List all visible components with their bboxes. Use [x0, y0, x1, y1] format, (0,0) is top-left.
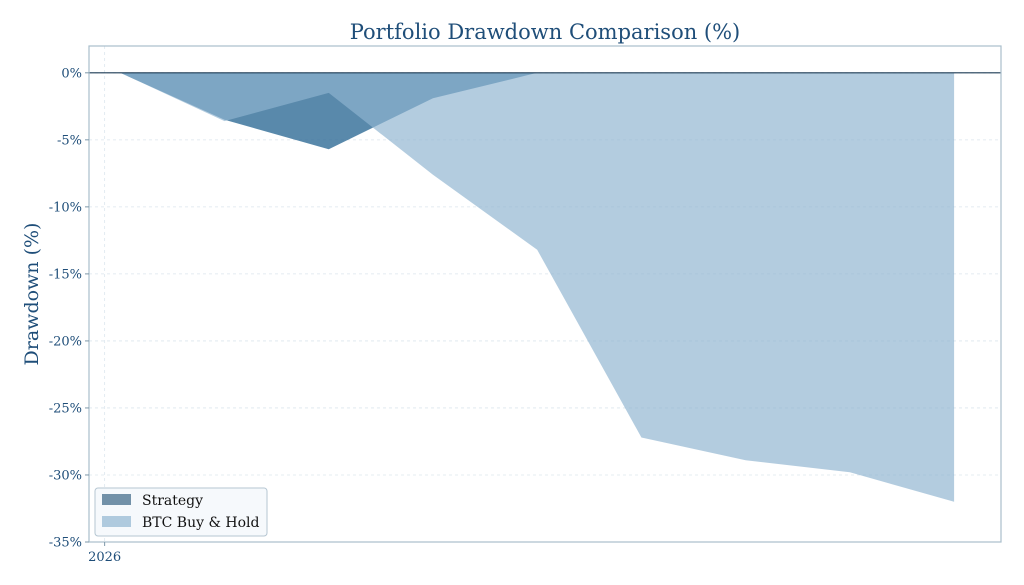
x-tick-label-0: 2026 — [88, 550, 121, 565]
legend-label-btc: BTC Buy & Hold — [142, 515, 259, 531]
legend-swatch-btc — [102, 516, 131, 527]
y-tick-label-5: -25% — [49, 401, 82, 416]
chart-title: Portfolio Drawdown Comparison (%) — [350, 20, 741, 44]
y-tick-label-2: -10% — [49, 200, 82, 215]
y-axis-label: Drawdown (%) — [21, 223, 43, 366]
y-tick-label-6: -30% — [49, 468, 82, 483]
legend-box — [94, 487, 268, 537]
y-tick-label-1: -5% — [57, 133, 82, 148]
legend-label-strategy: Strategy — [142, 493, 203, 509]
axis-ticks: 0% -5% -10% -15% -20% -25% -30% -35% 2026 — [49, 66, 121, 565]
y-tick-label-4: -20% — [49, 334, 82, 349]
y-tick-label-3: -15% — [49, 267, 82, 282]
y-tick-label-0: 0% — [61, 66, 82, 81]
legend-swatch-strategy — [102, 494, 131, 505]
y-tick-label-7: -35% — [49, 536, 82, 551]
area-btc-buy-hold — [120, 72, 955, 502]
series-areas — [120, 72, 955, 502]
plot-frame — [88, 45, 1002, 543]
legend: Strategy BTC Buy & Hold — [94, 487, 268, 537]
